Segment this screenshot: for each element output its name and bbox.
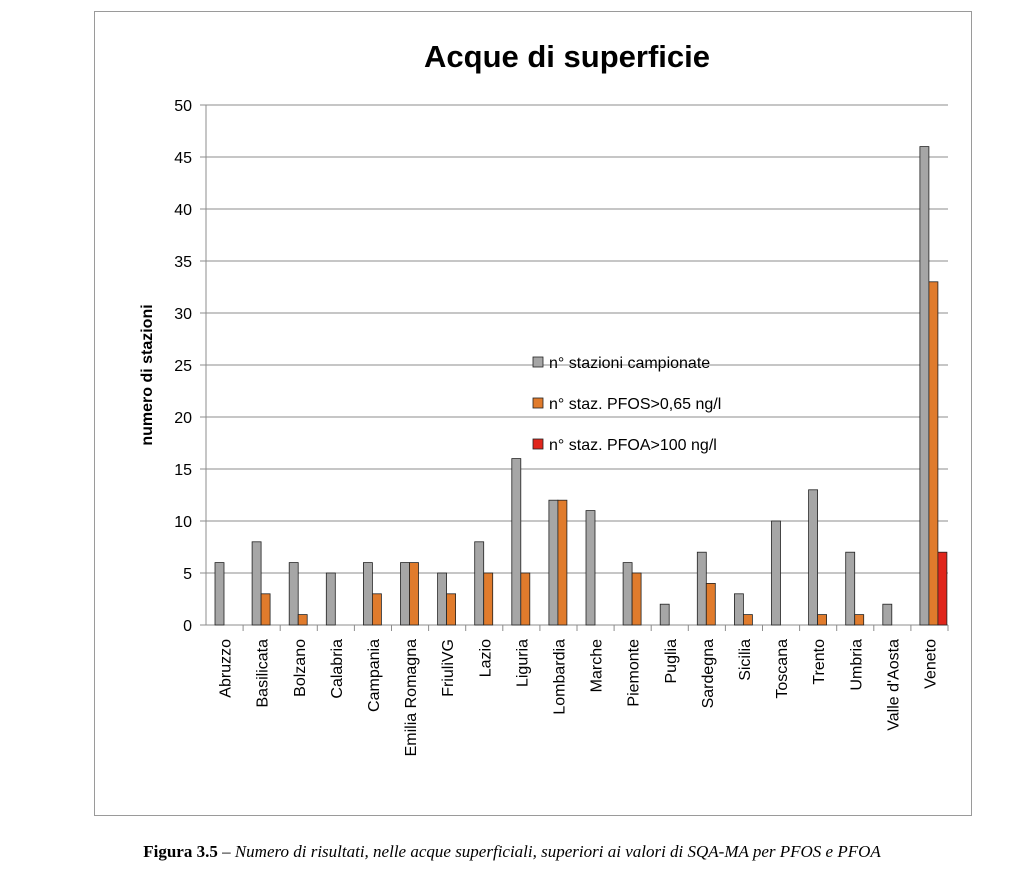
bar-2	[446, 593, 457, 626]
bar-1	[585, 510, 596, 626]
bar-2	[854, 614, 865, 626]
bar-2	[928, 281, 939, 626]
caption-label: Figura 3.5	[143, 842, 218, 861]
bar-2	[520, 572, 531, 626]
y-tick-label: 30	[174, 306, 192, 323]
legend-swatch-2	[532, 397, 544, 409]
bar-2	[743, 614, 753, 626]
x-tick-label: Veneto	[922, 639, 939, 689]
y-tick-label: 45	[174, 150, 192, 167]
bar-1	[325, 572, 336, 626]
figure-caption: Figura 3.5 – Numero di risultati, nelle …	[0, 842, 1024, 862]
bar-1	[882, 603, 893, 626]
x-tick-label: Abruzzo	[218, 639, 235, 698]
bar-2	[483, 572, 494, 626]
bar-1	[251, 541, 262, 626]
bar-1	[288, 562, 299, 626]
y-tick-label: 35	[174, 254, 192, 271]
x-tick-label: Marche	[589, 639, 606, 692]
bar-1	[437, 572, 448, 626]
bar-2	[705, 583, 716, 626]
y-tick-label: 50	[174, 98, 192, 115]
bar-2	[409, 562, 419, 626]
x-tick-label: Calabria	[329, 639, 346, 699]
y-tick-label: 25	[174, 358, 192, 375]
y-tick-label: 20	[174, 410, 192, 427]
x-tick-label: Trento	[811, 639, 828, 685]
y-axis-label: numero di stazioni	[139, 304, 156, 445]
caption-text: – Numero di risultati, nelle acque super…	[217, 842, 881, 861]
legend-swatch-3	[532, 438, 544, 450]
bar-1	[622, 562, 633, 626]
legend-label-3: n° staz. PFOA>100 ng/l	[549, 437, 717, 454]
bar-chart: Acque di superficie 0 5 10 15 20 25 30 35 40 45 50 n…	[139, 39, 949, 756]
x-tick-label: Piemonte	[626, 639, 643, 707]
x-tick-label: Basilicata	[255, 639, 272, 708]
bar-3	[937, 551, 948, 626]
x-tick-label: Liguria	[514, 639, 531, 687]
chart-title: Acque di superficie	[424, 39, 710, 74]
bar-2	[631, 572, 642, 626]
bar-1	[400, 562, 410, 626]
bar-1	[771, 520, 781, 626]
bar-1	[214, 562, 225, 626]
y-tick-label: 0	[183, 618, 192, 635]
x-tick-label: Bolzano	[292, 639, 309, 697]
bar-1	[734, 593, 744, 626]
legend-label-2: n° staz. PFOS>0,65 ng/l	[549, 396, 721, 413]
bar-1	[845, 551, 856, 626]
bar-2	[371, 593, 382, 626]
chart-frame: Acque di superficie 0 5 10 15 20 25 30 35 40 45 50 n…	[94, 11, 972, 816]
x-tick-label: Puglia	[663, 639, 680, 684]
bar-1	[696, 551, 707, 626]
x-tick-label: Lombardia	[551, 639, 568, 715]
y-tick-label: 5	[183, 566, 192, 583]
legend-swatch-1	[532, 356, 544, 368]
x-tick-label: Valle d'Aosta	[885, 639, 902, 731]
x-tick-label: FriuliVG	[440, 639, 457, 697]
bar-1	[511, 458, 522, 626]
y-tick-label: 10	[174, 514, 192, 531]
legend-label-1: n° stazioni campionate	[549, 355, 710, 372]
bar-1	[919, 146, 930, 626]
x-tick-label: Campania	[366, 639, 383, 712]
bar-2	[557, 499, 568, 626]
bar-1	[474, 541, 485, 626]
x-tick-label: Sardegna	[700, 639, 717, 708]
bar-1	[808, 489, 818, 626]
bar-1	[659, 603, 670, 626]
x-tick-label: Toscana	[774, 639, 791, 699]
bar-2	[260, 593, 271, 626]
x-tick-label: Umbria	[848, 639, 865, 691]
y-tick-label: 15	[174, 462, 192, 479]
x-tick-label: Lazio	[477, 639, 494, 677]
x-tick-label: Emilia Romagna	[403, 639, 420, 756]
bar-2	[817, 614, 827, 626]
bar-1	[362, 562, 373, 626]
x-tick-label: Sicilia	[737, 639, 754, 681]
bar-1	[548, 499, 559, 626]
y-tick-label: 40	[174, 202, 192, 219]
bar-2	[297, 614, 308, 626]
